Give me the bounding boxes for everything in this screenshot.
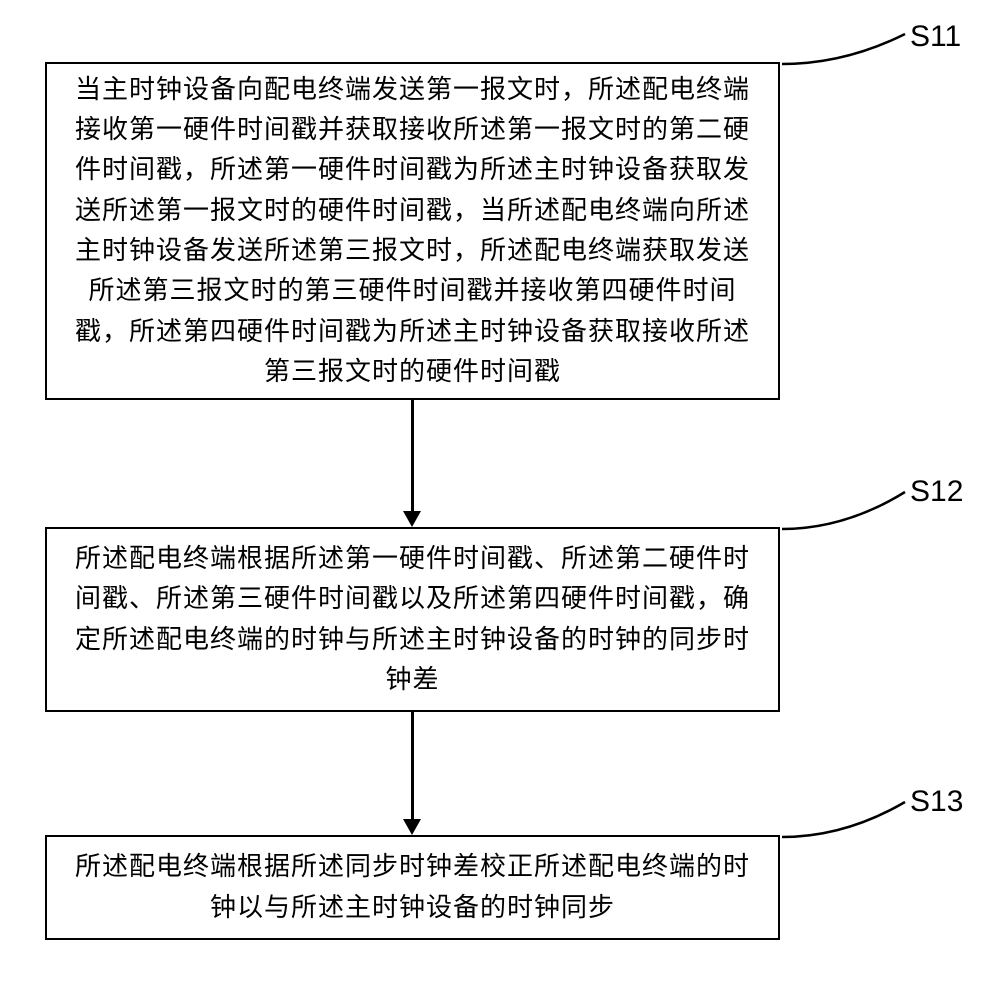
step-label-s12: S12 [910,475,963,509]
flow-step-s13: 所述配电终端根据所述同步时钟差校正所述配电终端的时钟以与所述主时钟设备的时钟同步 [45,835,780,940]
flow-step-s13-text: 所述配电终端根据所述同步时钟差校正所述配电终端的时钟以与所述主时钟设备的时钟同步 [67,847,758,928]
arrow-s12-s13-line [411,712,414,821]
flow-step-s11-text: 当主时钟设备向配电终端发送第一报文时，所述配电终端接收第一硬件时间戳并获取接收所… [67,70,758,392]
step-label-s13: S13 [910,785,963,819]
flow-step-s11: 当主时钟设备向配电终端发送第一报文时，所述配电终端接收第一硬件时间戳并获取接收所… [45,62,780,400]
label-connector-s13 [780,788,910,843]
arrow-s11-s12-head [403,511,421,527]
label-connector-s11 [780,20,910,70]
step-label-s11: S11 [910,20,961,54]
arrow-s11-s12-line [411,400,414,513]
arrow-s12-s13-head [403,819,421,835]
flow-step-s12-text: 所述配电终端根据所述第一硬件时间戳、所述第二硬件时间戳、所述第三硬件时间戳以及所… [67,539,758,700]
label-connector-s12 [780,478,910,533]
flow-step-s12: 所述配电终端根据所述第一硬件时间戳、所述第二硬件时间戳、所述第三硬件时间戳以及所… [45,527,780,712]
